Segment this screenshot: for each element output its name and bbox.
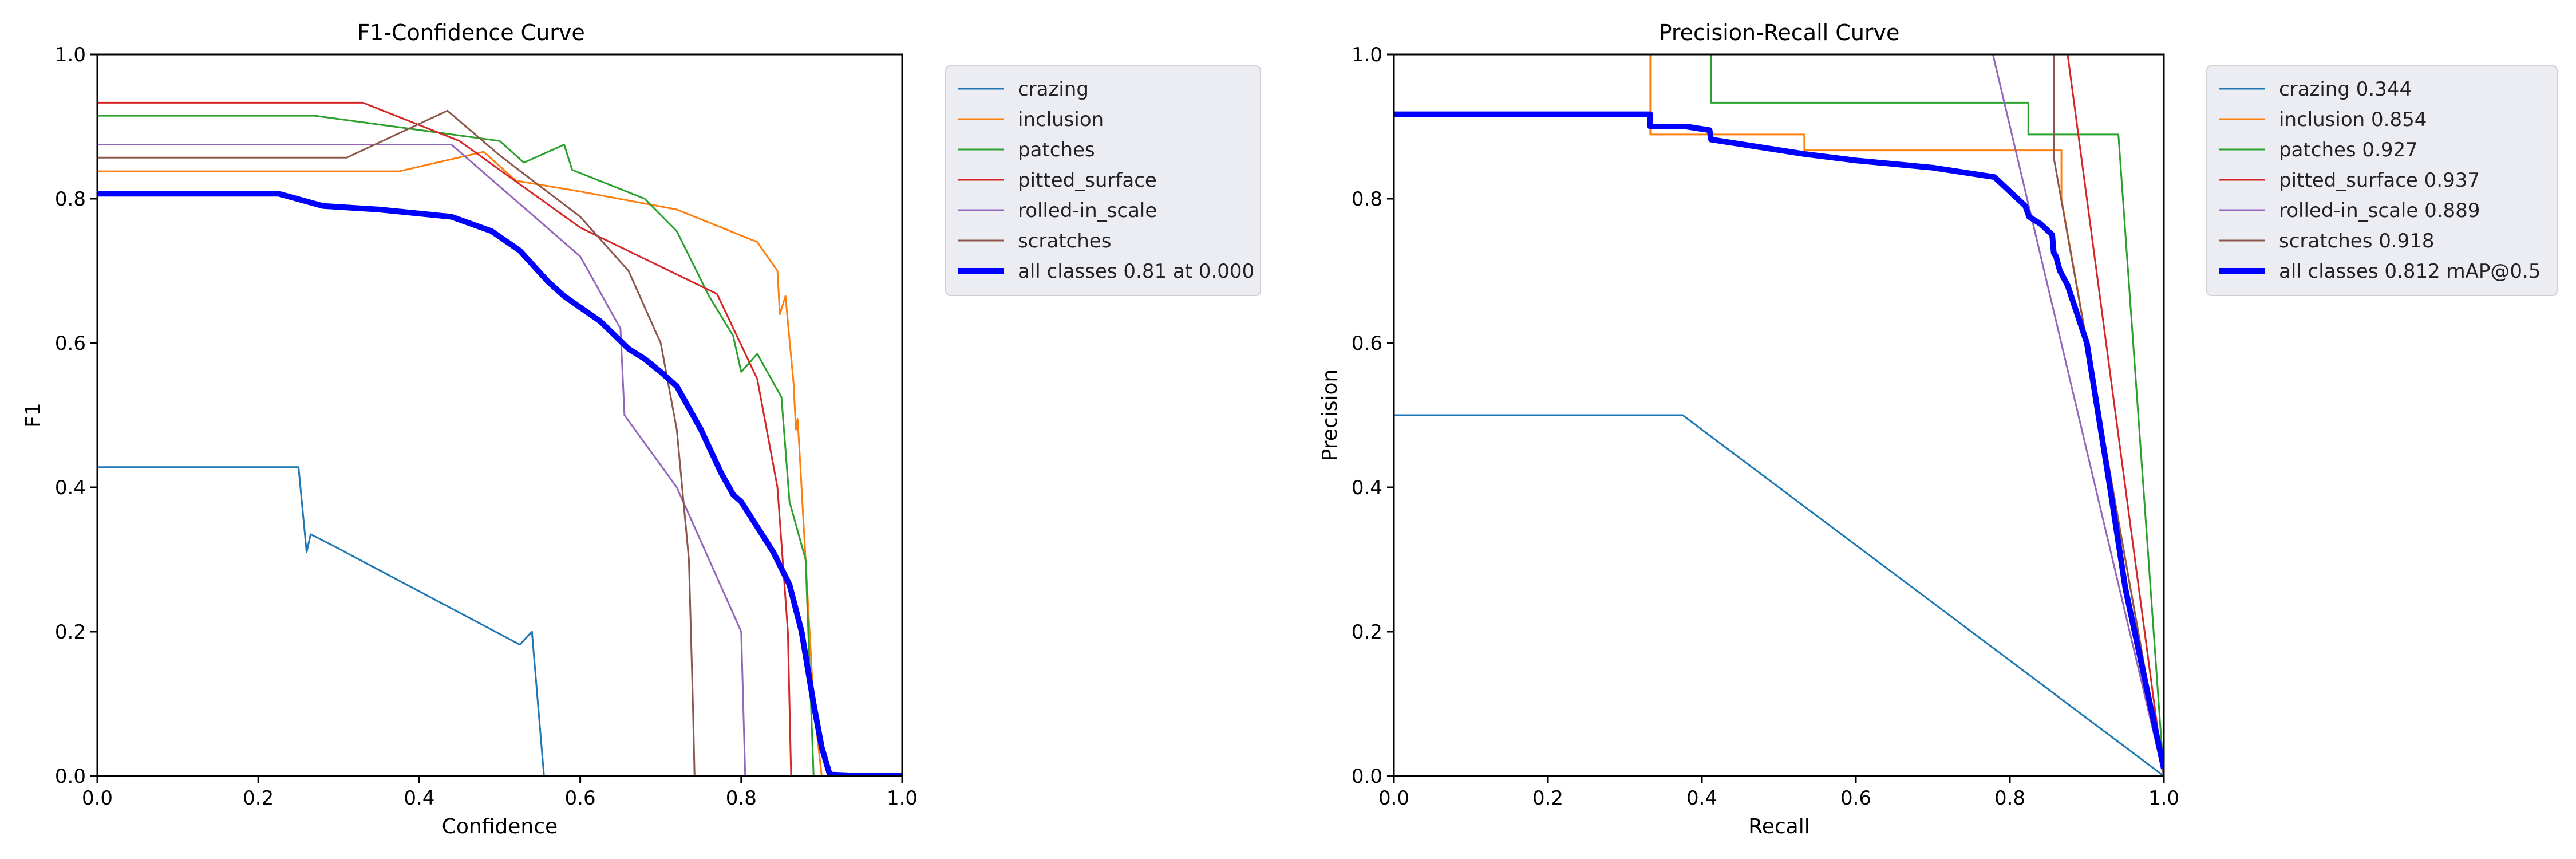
legend-label-crazing: crazing [1018, 78, 1089, 101]
legend-label-pitted-surface: pitted_surface 0.937 [2279, 169, 2480, 192]
legend-label-inclusion: inclusion 0.854 [2279, 108, 2427, 131]
y-tick-label: 0.0 [1352, 765, 1382, 788]
legend: crazing inclusion patches pitted_surfacerol… [945, 65, 1261, 296]
legend-label-scratches: scratches [1018, 230, 1111, 253]
legend-label-rolled-in-scale: rolled-in_scale 0.889 [2279, 199, 2480, 222]
x-tick-label: 0.8 [1994, 787, 2025, 810]
y-tick-label: 0.2 [1352, 621, 1382, 644]
series-line-patches [1710, 54, 2164, 777]
series-layer [1394, 54, 2164, 777]
y-tick-label: 0.6 [1352, 332, 1382, 355]
legend-label-scratches: scratches 0.918 [2279, 230, 2435, 253]
x-tick-label: 0.6 [565, 787, 596, 810]
x-tick-label: 0.2 [1532, 787, 1563, 810]
series-line-all-classes [1394, 111, 2164, 770]
legend-label-rolled-in-scale: rolled-in_scale [1018, 199, 1157, 222]
legend-box [2206, 65, 2558, 296]
x-axis-ticks: 0.0 0.2 0.4 0.6 0.8 1.0 [82, 776, 918, 810]
x-tick-label: 0.6 [1840, 787, 1871, 810]
series-line-pitted-surface [2067, 54, 2164, 777]
precision-recall-chart: Precision-Recall Curve 0.0 0.2 0.4 0.6 0.8 1.… [1318, 20, 2558, 838]
y-tick-label: 1.0 [1352, 44, 1382, 66]
y-axis-ticks: 0.0 0.2 0.4 0.6 0.8 1.0 [1352, 44, 1394, 788]
series-line-scratches [97, 109, 696, 777]
y-tick-label: 1.0 [55, 44, 86, 66]
series-line-rolled-in-scale [97, 144, 746, 777]
y-axis-ticks: 0.0 0.2 0.4 0.6 0.8 1.0 [55, 44, 97, 788]
legend-label-crazing: crazing 0.344 [2279, 78, 2412, 101]
legend: crazing 0.344 inclusion 0.854 patches 0.92… [2206, 65, 2558, 296]
plot-frame [96, 53, 903, 777]
x-axis-label: Recall [1748, 815, 1809, 838]
series-line-inclusion [97, 151, 823, 777]
x-tick-label: 0.0 [1378, 787, 1409, 810]
series-line-all-classes [97, 191, 902, 777]
legend-label-patches: patches 0.927 [2279, 139, 2418, 161]
x-axis-label: Confidence [442, 815, 558, 838]
x-tick-label: 0.8 [726, 787, 757, 810]
y-tick-label: 0.8 [1352, 188, 1382, 211]
legend-label-inclusion: inclusion [1018, 108, 1104, 131]
y-tick-label: 0.6 [55, 332, 86, 355]
x-tick-label: 0.4 [404, 787, 434, 810]
x-tick-label: 0.0 [82, 787, 113, 810]
y-axis-label: F1 [22, 403, 45, 428]
legend-label-all-classes: all classes 0.812 mAP@0.5 [2279, 260, 2541, 283]
y-axis-label: Precision [1318, 369, 1342, 462]
x-tick-label: 0.2 [243, 787, 274, 810]
legend-box [945, 65, 1261, 296]
y-tick-label: 0.8 [55, 188, 86, 211]
series-line-patches [97, 115, 815, 777]
y-tick-label: 0.4 [55, 476, 86, 499]
x-tick-label: 0.4 [1686, 787, 1717, 810]
series-line-scratches [2053, 54, 2164, 777]
y-tick-label: 0.4 [1352, 476, 1382, 499]
chart-title: F1-Confidence Curve [357, 20, 585, 45]
legend-label-patches: patches [1018, 139, 1095, 161]
series-layer [97, 101, 902, 777]
y-tick-label: 0.2 [55, 621, 86, 644]
x-tick-label: 1.0 [887, 787, 918, 810]
f1-confidence-chart: F1-Confidence Curve 0.0 0.2 0.4 0.6 0.8 1.0 0… [22, 20, 1261, 838]
series-line-rolled-in-scale [1992, 54, 2164, 777]
series-line-pitted-surface [97, 101, 792, 777]
y-tick-label: 0.0 [55, 765, 86, 788]
x-tick-label: 1.0 [2148, 787, 2179, 810]
series-line-crazing [97, 466, 902, 777]
legend-label-all-classes: all classes 0.81 at 0.000 [1018, 260, 1254, 283]
plot-frame [1393, 53, 2165, 777]
series-line-crazing [1394, 414, 2164, 777]
x-axis-ticks: 0.0 0.2 0.4 0.6 0.8 1.0 [1378, 776, 2179, 810]
legend-label-pitted-surface: pitted_surface [1018, 169, 1157, 192]
chart-title: Precision-Recall Curve [1659, 20, 1900, 45]
